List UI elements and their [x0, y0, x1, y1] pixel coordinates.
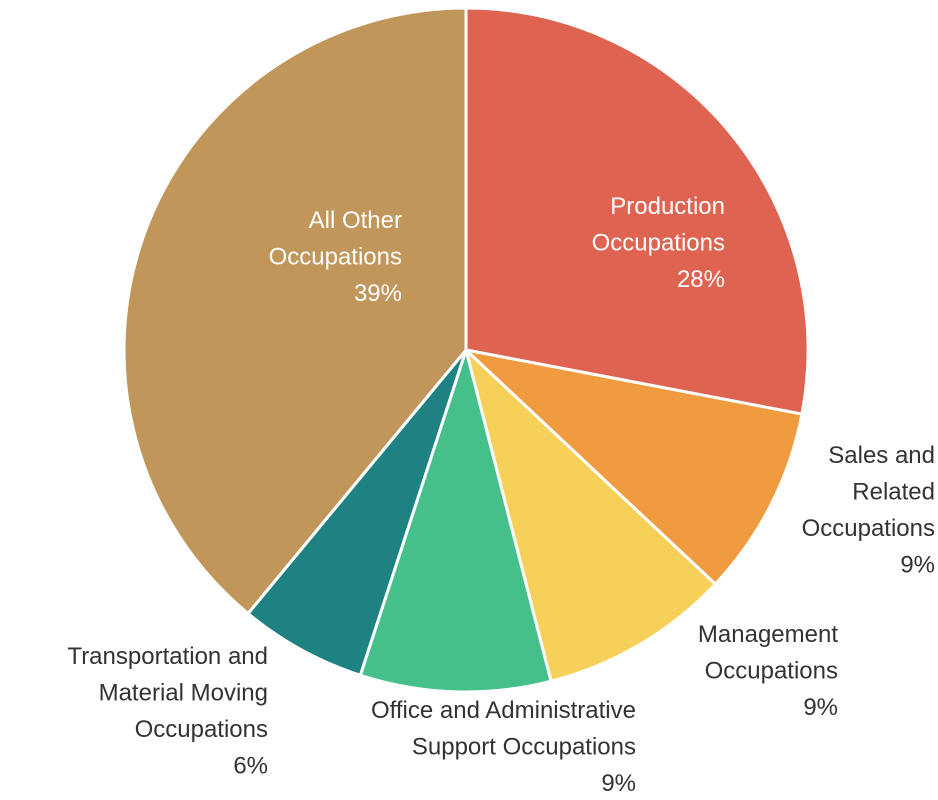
slice-label: Transportation and Material Moving Occupat…: [67, 643, 268, 743]
label-line: Management: [698, 621, 838, 648]
slice-label: Sales and Related Occupations: [802, 442, 935, 542]
value-label: 9%: [803, 694, 838, 721]
pie-slice: [463, 345, 718, 684]
pie-slice: [464, 6, 810, 416]
label-line: Material Moving: [99, 680, 268, 707]
label-line: Support Occupations: [412, 734, 636, 761]
label-line: Occupations: [592, 230, 725, 257]
slice-label: Office and Administrative Support Occupat…: [371, 697, 636, 761]
pie-slice: [245, 349, 468, 678]
label-line: Office and Administrative: [371, 697, 636, 724]
value-label: 39%: [354, 280, 402, 307]
value-label: 9%: [900, 552, 935, 579]
pie-slice: [122, 6, 468, 616]
label-line: Related: [852, 479, 935, 506]
pie-slice: [358, 344, 553, 694]
label-line: Production: [610, 193, 725, 220]
label-line: Occupations: [269, 244, 402, 271]
slice-label: Production Occupations: [592, 193, 725, 257]
slice-label: All Other Occupations: [269, 207, 402, 271]
value-label: 28%: [677, 266, 725, 293]
slice-label: Management Occupations: [698, 621, 838, 685]
label-line: Occupations: [802, 515, 935, 542]
label-line: All Other: [309, 207, 402, 234]
label-line: Sales and: [828, 442, 935, 469]
label-line: Occupations: [135, 716, 268, 743]
value-label: 6%: [233, 753, 268, 780]
pie-slice: [461, 347, 804, 587]
pie: [122, 6, 810, 694]
label-line: Transportation and: [67, 643, 268, 670]
label-line: Occupations: [705, 658, 838, 685]
value-label: 9%: [601, 770, 636, 797]
